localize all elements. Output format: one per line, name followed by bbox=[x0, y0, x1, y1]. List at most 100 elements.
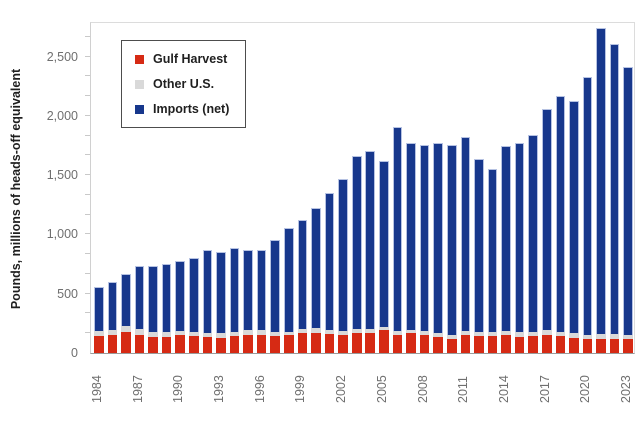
bar-segment-other bbox=[569, 332, 579, 338]
bar-2009 bbox=[433, 142, 443, 353]
bar-segment-imports bbox=[419, 144, 430, 332]
bar-segment-other bbox=[94, 331, 104, 337]
x-axis-tick-label: 2005 bbox=[374, 375, 389, 403]
legend-item-gulf-harvest: Gulf Harvest bbox=[135, 52, 229, 66]
bar-segment-imports bbox=[94, 287, 104, 332]
bar-segment-other bbox=[338, 331, 348, 336]
y-axis-tick bbox=[85, 55, 90, 57]
bar-segment-gulf bbox=[148, 337, 158, 353]
bar-segment-imports bbox=[392, 126, 403, 332]
x-axis-tick-label: 1990 bbox=[171, 375, 186, 403]
bar-2007 bbox=[406, 142, 416, 353]
y-axis-tick-label: 0 bbox=[71, 346, 78, 360]
bar-segment-imports bbox=[623, 66, 633, 335]
bar-segment-other bbox=[324, 329, 335, 335]
bar-segment-imports bbox=[216, 251, 226, 334]
bar-segment-other bbox=[229, 331, 240, 337]
y-axis-tick-label: 500 bbox=[57, 286, 78, 301]
bar-segment-gulf bbox=[555, 336, 566, 353]
bar-segment-imports bbox=[487, 168, 498, 333]
x-axis-tick-label: 2017 bbox=[537, 375, 552, 403]
bar-segment-other bbox=[582, 334, 593, 339]
bar-segment-gulf bbox=[365, 333, 376, 353]
bar-segment-imports bbox=[514, 143, 525, 332]
bar-segment-imports bbox=[134, 265, 145, 329]
y-axis-tick bbox=[85, 75, 90, 77]
bar-segment-imports bbox=[189, 258, 199, 333]
legend-item-imports-net: Imports (net) bbox=[135, 102, 229, 116]
x-axis-tick-label: 2002 bbox=[334, 375, 349, 403]
bar-segment-gulf bbox=[338, 335, 348, 353]
bar-segment-imports bbox=[324, 192, 335, 330]
bar-segment-imports bbox=[243, 249, 253, 331]
bar-segment-gulf bbox=[501, 335, 511, 353]
bar-segment-other bbox=[270, 332, 281, 337]
bar-1998 bbox=[284, 227, 294, 353]
bar-segment-other bbox=[161, 332, 172, 337]
bar-segment-other bbox=[256, 330, 267, 335]
bar-segment-imports bbox=[406, 142, 416, 330]
bar-segment-gulf bbox=[487, 336, 498, 353]
bar-segment-imports bbox=[161, 263, 172, 333]
bar-2002 bbox=[338, 178, 348, 353]
bar-segment-other bbox=[596, 334, 606, 339]
bar-2015 bbox=[514, 143, 525, 353]
bar-2014 bbox=[501, 146, 511, 353]
bar-segment-gulf bbox=[514, 337, 525, 353]
bar-segment-imports bbox=[256, 249, 267, 331]
bar-segment-gulf bbox=[433, 337, 443, 353]
bar-segment-imports bbox=[379, 160, 389, 327]
y-axis-tick bbox=[85, 312, 90, 314]
x-axis-tick-label: 1987 bbox=[130, 375, 145, 403]
other-us-swatch-icon bbox=[135, 79, 144, 89]
bar-segment-imports bbox=[365, 151, 376, 330]
bar-2004 bbox=[365, 151, 376, 353]
bar-2012 bbox=[474, 158, 484, 353]
y-axis-tick bbox=[85, 193, 90, 195]
legend: Gulf Harvest Other U.S. Imports (net) bbox=[121, 40, 247, 128]
legend-label: Other U.S. bbox=[153, 77, 215, 91]
y-axis-tick bbox=[85, 35, 90, 37]
bar-segment-other bbox=[446, 334, 457, 339]
bar-segment-other bbox=[419, 331, 430, 335]
bar-segment-gulf bbox=[161, 337, 172, 353]
x-axis-tick-label: 2020 bbox=[578, 375, 593, 403]
bar-1990 bbox=[175, 261, 186, 353]
bar-segment-imports bbox=[528, 134, 538, 332]
bar-segment-other bbox=[202, 332, 213, 337]
bar-segment-other bbox=[365, 329, 376, 334]
bar-segment-other bbox=[175, 331, 186, 336]
bar-1999 bbox=[297, 219, 308, 353]
bar-segment-imports bbox=[555, 96, 566, 332]
bar-1997 bbox=[270, 239, 281, 353]
bar-segment-other bbox=[351, 329, 362, 334]
y-axis-tick bbox=[85, 292, 90, 294]
bar-segment-other bbox=[501, 331, 511, 336]
bar-segment-gulf bbox=[134, 334, 145, 353]
bar-2011 bbox=[460, 136, 471, 353]
y-axis-tick bbox=[85, 174, 90, 176]
legend-label: Imports (net) bbox=[153, 102, 230, 116]
bar-segment-other bbox=[474, 332, 484, 337]
bar-segment-imports bbox=[175, 261, 186, 332]
y-axis-tick bbox=[85, 272, 90, 274]
bar-segment-imports bbox=[297, 219, 308, 330]
bar-segment-gulf bbox=[406, 333, 416, 353]
bar-segment-imports bbox=[229, 247, 240, 332]
y-axis-tick bbox=[85, 233, 90, 235]
x-axis-tick-label: 2023 bbox=[619, 375, 634, 403]
x-axis-tick-label: 1996 bbox=[252, 375, 267, 403]
bar-segment-imports bbox=[270, 239, 281, 333]
y-axis-tick-label: 2,500 bbox=[46, 49, 78, 64]
bar-segment-other bbox=[379, 326, 389, 331]
bar-segment-imports bbox=[541, 108, 552, 331]
bar-segment-imports bbox=[596, 27, 606, 335]
bar-segment-other bbox=[609, 334, 620, 339]
x-axis-tick-label: 1993 bbox=[211, 375, 226, 403]
bar-segment-gulf bbox=[311, 332, 321, 353]
bar-segment-other bbox=[107, 330, 118, 336]
y-axis-tick bbox=[85, 114, 90, 116]
bar-segment-imports bbox=[433, 142, 443, 333]
y-axis-tick bbox=[85, 154, 90, 156]
